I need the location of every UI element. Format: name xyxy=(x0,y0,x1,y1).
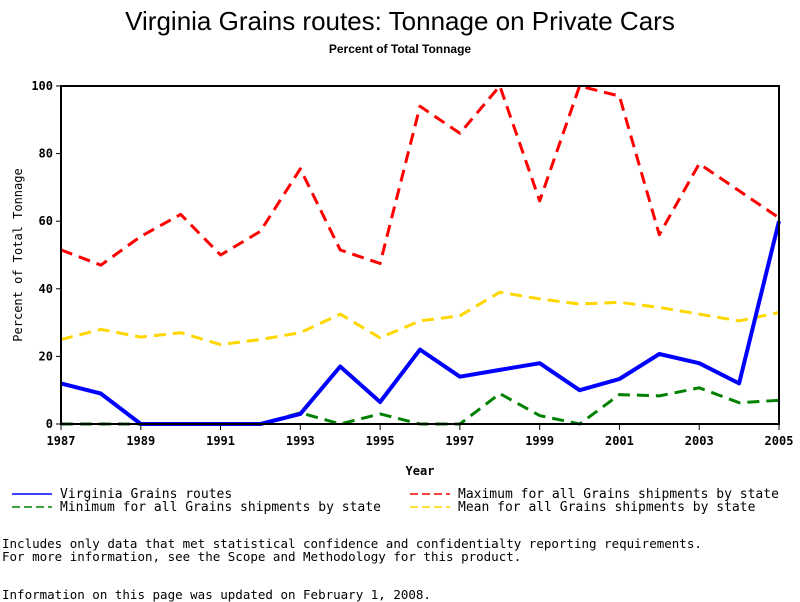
plot-frame xyxy=(60,85,780,425)
y-tick-label: 60 xyxy=(39,214,53,228)
y-tick-label: 40 xyxy=(39,282,53,296)
x-tick-label: 1993 xyxy=(286,434,315,448)
line-chart: 0 20 40 60 80 100 1987 1989 1991 1993 1995 1997 1999… xyxy=(11,79,793,515)
footer-updated: Information on this page was updated on … xyxy=(2,587,431,602)
legend-label: Minimum for all Grains shipments by stat… xyxy=(60,500,381,515)
chart-title: Virginia Grains routes: Tonnage on Priva… xyxy=(125,6,675,36)
series-line-3 xyxy=(60,290,780,347)
x-tick-label: 1989 xyxy=(126,434,155,448)
x-tick-label: 1995 xyxy=(366,434,395,448)
series-line-1 xyxy=(60,84,780,267)
series-line-2 xyxy=(61,386,780,426)
legend: Virginia Grains routes Maximum for all Gr… xyxy=(12,487,779,515)
footer-note-line1: Includes only data that met statistical … xyxy=(2,536,702,551)
x-tick-label: 2003 xyxy=(685,434,714,448)
x-tick-label: 1997 xyxy=(445,434,474,448)
x-axis-label: Year xyxy=(406,464,435,478)
x-tick-label: 1991 xyxy=(206,434,235,448)
y-tick-label: 20 xyxy=(39,349,53,363)
y-tick-label: 0 xyxy=(46,417,53,431)
legend-label: Mean for all Grains shipments by state xyxy=(458,500,756,515)
footer-note-line2: For more information, see the Scope and … xyxy=(2,549,522,564)
legend-label: Virginia Grains routes xyxy=(60,487,232,502)
legend-label: Maximum for all Grains shipments by stat… xyxy=(458,487,779,502)
y-axis-label: Percent of Total Tonnage xyxy=(11,168,25,341)
x-tick-label: 2001 xyxy=(605,434,634,448)
series-layer xyxy=(60,84,781,426)
ticks-layer: 0 20 40 60 80 100 1987 1989 1991 1993 1995 1997 1999… xyxy=(31,79,793,448)
series-line-0 xyxy=(60,220,781,426)
chart-subtitle: Percent of Total Tonnage xyxy=(328,42,472,56)
x-tick-label: 2005 xyxy=(765,434,794,448)
y-tick-label: 80 xyxy=(39,147,53,161)
x-tick-label: 1999 xyxy=(525,434,554,448)
x-tick-label: 1987 xyxy=(47,434,76,448)
y-tick-label: 100 xyxy=(31,79,53,93)
